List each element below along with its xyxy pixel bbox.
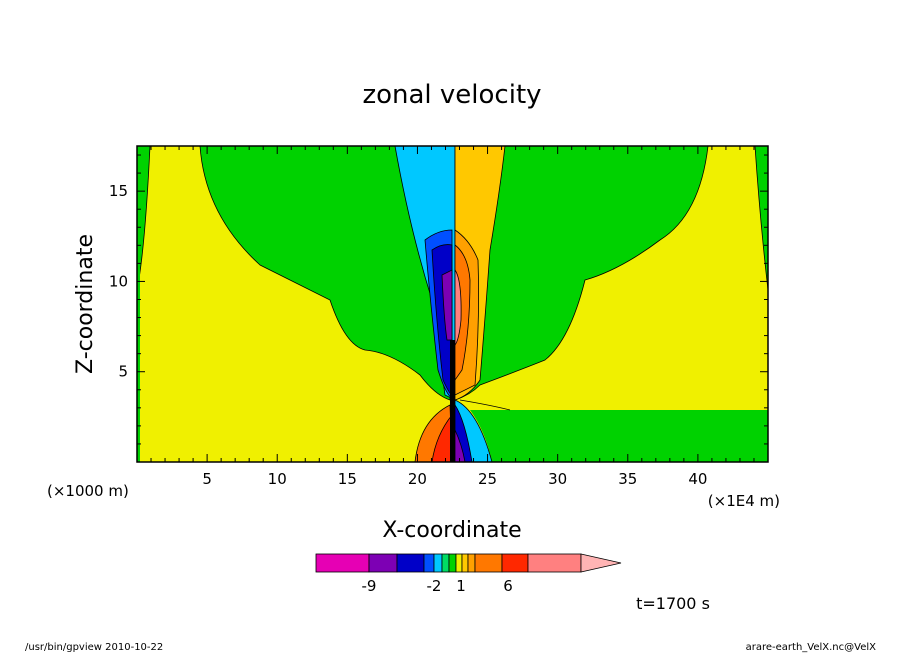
x-tick-label: 40 [688,470,707,488]
time-label: t=1700 s [636,594,710,613]
x-tick-label: 10 [268,470,287,488]
y-axis: 5 10 15 [109,154,768,445]
colorbar-labels: -9 -2 1 6 [362,577,513,595]
colorbar-cell [467,553,476,573]
x-tick-label: 15 [338,470,357,488]
x-tick-label: 20 [408,470,427,488]
field-green-lower-right [470,410,768,462]
footer-right: arare-earth_VelX.nc@VelX [746,642,877,653]
x-axis: 5 10 15 20 25 30 35 40 [150,146,769,488]
footer-left: /usr/bin/gpview 2010-10-22 [25,642,163,653]
y-axis-title: Z-coordinate [73,234,98,374]
chart-title: zonal velocity [362,80,541,110]
colorbar-cell [501,553,529,573]
plot-area [136,145,769,463]
colorbar [315,553,622,573]
x-axis-title: X-coordinate [382,518,521,543]
field-pink-jet [454,268,462,347]
colorbar-cell [461,553,469,573]
field-center-line [450,340,455,462]
colorbar-cell [448,553,457,573]
colorbar-cell [455,553,463,573]
colorbar-label: -9 [362,577,377,595]
colorbar-cell [441,553,450,573]
colorbar-extend-arrow [580,553,622,573]
colorbar-label: 1 [456,577,466,595]
colorbar-label: -2 [427,577,442,595]
y-tick-label: 10 [109,272,128,290]
x-tick-label: 30 [548,470,567,488]
y-tick-label: 15 [109,182,128,200]
x-unit-left-label: (×1000 m) [47,482,129,500]
colorbar-cell [474,553,503,573]
x-tick-label: 35 [618,470,637,488]
colorbar-cell [433,553,443,573]
x-tick-label: 25 [478,470,497,488]
y-tick-label: 5 [118,363,128,381]
colorbar-cell [368,553,398,573]
colorbar-cell [527,553,582,573]
colorbar-cell [423,553,435,573]
plot-frame [136,145,769,463]
colorbar-cell [315,553,370,573]
x-tick-label: 5 [202,470,212,488]
colorbar-cell [396,553,425,573]
x-unit-right-label: (×1E4 m) [708,492,780,510]
field-surface-purple [454,429,466,462]
colorbar-label: 6 [503,577,513,595]
